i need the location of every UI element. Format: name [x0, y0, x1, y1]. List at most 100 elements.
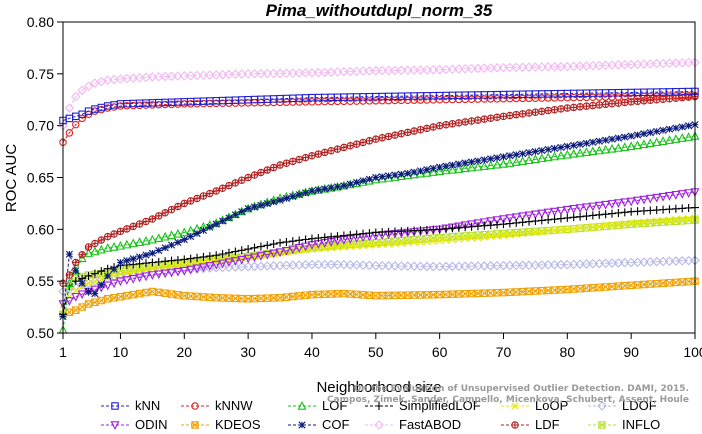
data-point-ldf [276, 161, 284, 169]
data-point-loop [646, 217, 654, 226]
data-point-ldof [390, 261, 400, 271]
data-point-cof [136, 253, 144, 261]
data-point-loop [327, 244, 335, 252]
data-point-odin [511, 213, 521, 223]
data-point-ldf [225, 181, 233, 190]
data-point-kdeos [621, 281, 629, 290]
data-point-ldof [517, 260, 528, 271]
data-point-simplifiedlof [205, 252, 214, 261]
data-point-simplifiedlof [231, 247, 240, 256]
data-point-simplifiedlof [84, 271, 93, 280]
data-point-fastabod [236, 69, 247, 79]
legend-item-lof: LOF [288, 398, 347, 413]
data-point-ldof [300, 260, 311, 270]
data-point-fastabod [511, 62, 522, 73]
legend-item-ldf: LDF [501, 417, 560, 432]
x-axis-label: Neighborhood size [316, 379, 441, 396]
data-point-cof [423, 166, 431, 174]
y-axis-label: ROC AUC [3, 144, 20, 213]
data-point-odin [90, 285, 100, 295]
data-point-loop [602, 222, 610, 230]
data-point-fastabod [307, 68, 317, 78]
legend-label-odin: ODIN [135, 417, 168, 432]
data-point-simplifiedlof [544, 215, 553, 224]
data-point-cof [91, 290, 99, 298]
data-point-simplifiedlof [346, 230, 355, 239]
data-point-ldof [562, 259, 573, 270]
data-point-loop [142, 266, 150, 274]
data-point-kdeos [372, 291, 380, 300]
data-point-cof [97, 281, 105, 289]
data-point-loop [506, 231, 514, 239]
data-point-lof [179, 227, 189, 237]
data-point-ldof [677, 256, 688, 266]
data-point-ldof [581, 259, 592, 269]
data-point-ldof [594, 258, 605, 269]
legend-marker-loop [511, 402, 519, 410]
data-point-cof [678, 123, 686, 131]
data-point-cof [340, 182, 348, 190]
data-point-fastabod [224, 69, 234, 80]
data-point-cof [646, 129, 654, 137]
data-point-lof [550, 151, 560, 161]
data-point-simplifiedlof [224, 248, 233, 257]
data-point-ldof [351, 260, 362, 270]
data-point-fastabod [173, 71, 183, 81]
data-point-loop [608, 221, 616, 229]
y-tick-label: 0.75 [27, 66, 54, 82]
data-point-lof [518, 156, 528, 165]
data-point-cof [365, 175, 374, 183]
data-point-inflo [646, 219, 655, 227]
data-point-odin [135, 273, 145, 283]
legend-marker-knn [111, 402, 119, 410]
data-point-kdeos [461, 290, 469, 298]
legend-label-kdeos: KDEOS [215, 417, 261, 432]
data-point-cof [563, 142, 571, 150]
data-point-ldof [224, 262, 234, 273]
data-point-simplifiedlof [320, 233, 329, 242]
data-point-fastabod [377, 65, 387, 76]
data-point-ldof [454, 261, 464, 272]
data-point-simplifiedlof [569, 213, 578, 222]
data-point-simplifiedlof [359, 229, 368, 238]
x-tick-label: 100 [683, 344, 702, 360]
data-point-inflo [621, 220, 629, 229]
data-point-kdeos [103, 295, 112, 303]
data-point-ldf [569, 103, 578, 112]
data-point-simplifiedlof [595, 210, 604, 219]
legend-item-loop: LoOP [501, 398, 568, 413]
data-point-fastabod [77, 85, 87, 96]
data-point-ldof [441, 261, 451, 272]
data-point-loop [621, 220, 629, 228]
data-point-odin [550, 207, 560, 217]
data-point-odin [147, 271, 157, 280]
data-point-fastabod [262, 68, 273, 79]
data-point-lof [511, 157, 521, 166]
data-point-lof [613, 143, 623, 152]
data-point-odin [250, 253, 260, 263]
data-point-ldf [352, 140, 361, 148]
data-point-cof [442, 162, 450, 170]
data-point-ldf [499, 112, 508, 121]
data-point-ldof [377, 260, 387, 271]
data-point-cof [212, 220, 220, 228]
data-point-lof [167, 230, 177, 240]
data-point-ldof [275, 260, 285, 271]
data-point-cof [487, 155, 495, 163]
data-point-odin [581, 203, 591, 213]
data-point-kdeos [601, 283, 610, 291]
data-point-simplifiedlof [288, 237, 297, 246]
data-point-odin [198, 263, 208, 273]
data-point-fastabod [179, 71, 190, 81]
data-point-loop [155, 264, 163, 272]
data-point-ldf [308, 151, 316, 160]
data-point-fastabod [434, 64, 445, 75]
data-point-fastabod [326, 67, 336, 77]
data-point-fastabod [256, 68, 266, 79]
data-point-fastabod [422, 65, 432, 75]
data-point-odin [224, 258, 234, 268]
y-tick-label: 0.55 [27, 273, 54, 289]
data-point-ldf [97, 236, 106, 244]
data-point-ldf [142, 217, 150, 226]
data-point-fastabod [517, 62, 528, 73]
